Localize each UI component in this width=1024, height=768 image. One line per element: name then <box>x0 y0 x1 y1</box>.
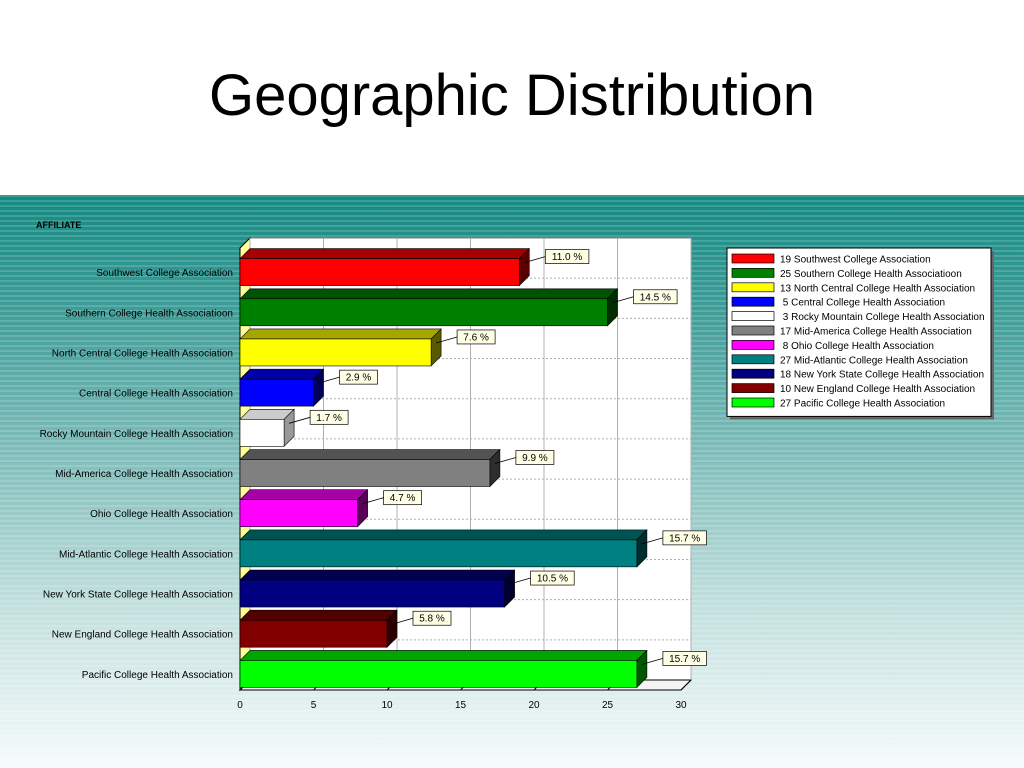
data-label-box <box>339 369 378 385</box>
bar-top <box>239 609 398 621</box>
bar <box>239 660 638 688</box>
category-label: Rocky Mountain College Health Associatio… <box>40 429 233 440</box>
slide-title: Geographic Distribution <box>208 63 816 128</box>
legend-swatch <box>731 354 775 365</box>
data-label-box <box>662 651 707 666</box>
legend-swatch <box>731 296 775 307</box>
data-label: 11.0 % <box>552 252 582 263</box>
data-label: 1.7 % <box>316 413 342 424</box>
legend-entry: 13 North Central College Health Associat… <box>780 283 975 294</box>
legend-entry: 17 Mid-America College Health Associatio… <box>780 327 972 338</box>
legend-entry: 27 Mid-Atlantic College Health Associati… <box>780 355 968 366</box>
data-label-leader <box>641 537 664 545</box>
bar-top <box>239 529 648 541</box>
category-label: New England College Health Association <box>52 630 233 641</box>
legend-entry: 19 Southwest College Association <box>780 255 931 266</box>
x-tick-label: 0 <box>237 700 243 711</box>
data-label-box <box>662 530 707 546</box>
y-axis-caption: AFFILIATE <box>36 220 81 230</box>
category-label: North Central College Health Association <box>52 348 233 359</box>
bar <box>239 539 638 568</box>
bar-top <box>239 489 369 500</box>
bar <box>239 459 491 487</box>
bar-top <box>239 288 619 300</box>
legend-swatch <box>731 253 775 264</box>
legend-swatch <box>731 368 775 379</box>
data-label-box <box>309 409 349 425</box>
legend-swatch <box>731 282 775 293</box>
data-label-leader <box>612 296 634 304</box>
bar <box>239 298 608 327</box>
data-label-leader <box>494 457 517 464</box>
category-label: Mid-America College Health Association <box>55 469 233 480</box>
data-label: 2.9 % <box>346 373 372 384</box>
data-label: 14.5 % <box>640 292 671 303</box>
data-label: 15.7 % <box>669 533 700 544</box>
data-label-leader <box>288 416 311 424</box>
data-label-box <box>515 450 555 465</box>
bar <box>239 338 432 367</box>
bar <box>239 619 388 648</box>
legend-swatch <box>731 325 775 336</box>
x-tick-label: 20 <box>528 700 540 711</box>
category-label: Southern College Health Associatioon <box>65 308 233 319</box>
data-label-box <box>633 289 678 305</box>
legend-swatch <box>731 311 775 321</box>
data-label-leader <box>524 256 546 263</box>
bar <box>239 499 358 527</box>
x-tick-label: 15 <box>455 700 467 711</box>
bar-top <box>239 569 516 581</box>
legend-swatch <box>731 383 775 393</box>
category-label: New York State College Health Associatio… <box>43 590 233 601</box>
data-label-box <box>530 570 575 586</box>
legend-entry: 18 New York State College Health Associa… <box>780 370 984 381</box>
bar <box>239 378 314 407</box>
data-label: 9.9 % <box>522 453 548 464</box>
bar <box>239 258 520 286</box>
bar <box>239 419 285 447</box>
x-tick-label: 30 <box>675 700 687 711</box>
legend-entry: 27 Pacific College Health Association <box>780 399 945 410</box>
data-label-box <box>383 490 422 506</box>
bar-top <box>239 248 531 259</box>
data-label-leader <box>641 658 664 665</box>
legend-entry: 8 Ohio College Health Association <box>780 341 934 352</box>
category-label: Pacific College Health Association <box>82 670 233 681</box>
data-label: 5.8 % <box>419 614 445 625</box>
category-label: Mid-Atlantic College Health Association <box>59 549 233 560</box>
legend-swatch <box>731 268 775 278</box>
data-label: 15.7 % <box>669 654 700 665</box>
bar-top <box>239 328 442 340</box>
x-tick-label: 25 <box>602 700 614 711</box>
legend-swatch <box>731 397 775 408</box>
category-label: Ohio College Health Association <box>90 509 233 520</box>
data-label-leader <box>509 577 531 585</box>
legend-swatch <box>731 340 775 350</box>
data-label-box <box>544 249 590 264</box>
data-label-box <box>412 610 452 626</box>
data-label-leader <box>391 617 414 625</box>
category-label: Southwest College Association <box>96 268 233 279</box>
data-label-leader <box>435 336 458 344</box>
data-label: 7.6 % <box>463 332 489 343</box>
data-label-box <box>456 329 496 345</box>
data-label-leader <box>362 497 384 505</box>
bar-top <box>239 650 648 661</box>
data-label: 10.5 % <box>537 574 568 585</box>
legend-entry: 10 New England College Health Associatio… <box>780 384 975 395</box>
bar-chart: AFFILIATE Southwest College Association 11… <box>36 220 994 711</box>
legend-entry: 5 Central College Health Association <box>780 298 945 309</box>
data-label-leader <box>318 376 340 384</box>
legend-entry: 3 Rocky Mountain College Health Associat… <box>780 312 985 323</box>
category-label: Central College Health Association <box>79 389 233 400</box>
bar <box>239 579 505 608</box>
legend-entry: 25 Southern College Health Associatioon <box>780 269 962 280</box>
x-tick-label: 10 <box>381 700 393 711</box>
x-tick-label: 5 <box>311 700 317 711</box>
floor-tick <box>680 679 692 691</box>
bar-top <box>239 368 325 380</box>
bar-top <box>239 449 501 460</box>
data-label: 4.7 % <box>390 493 416 504</box>
